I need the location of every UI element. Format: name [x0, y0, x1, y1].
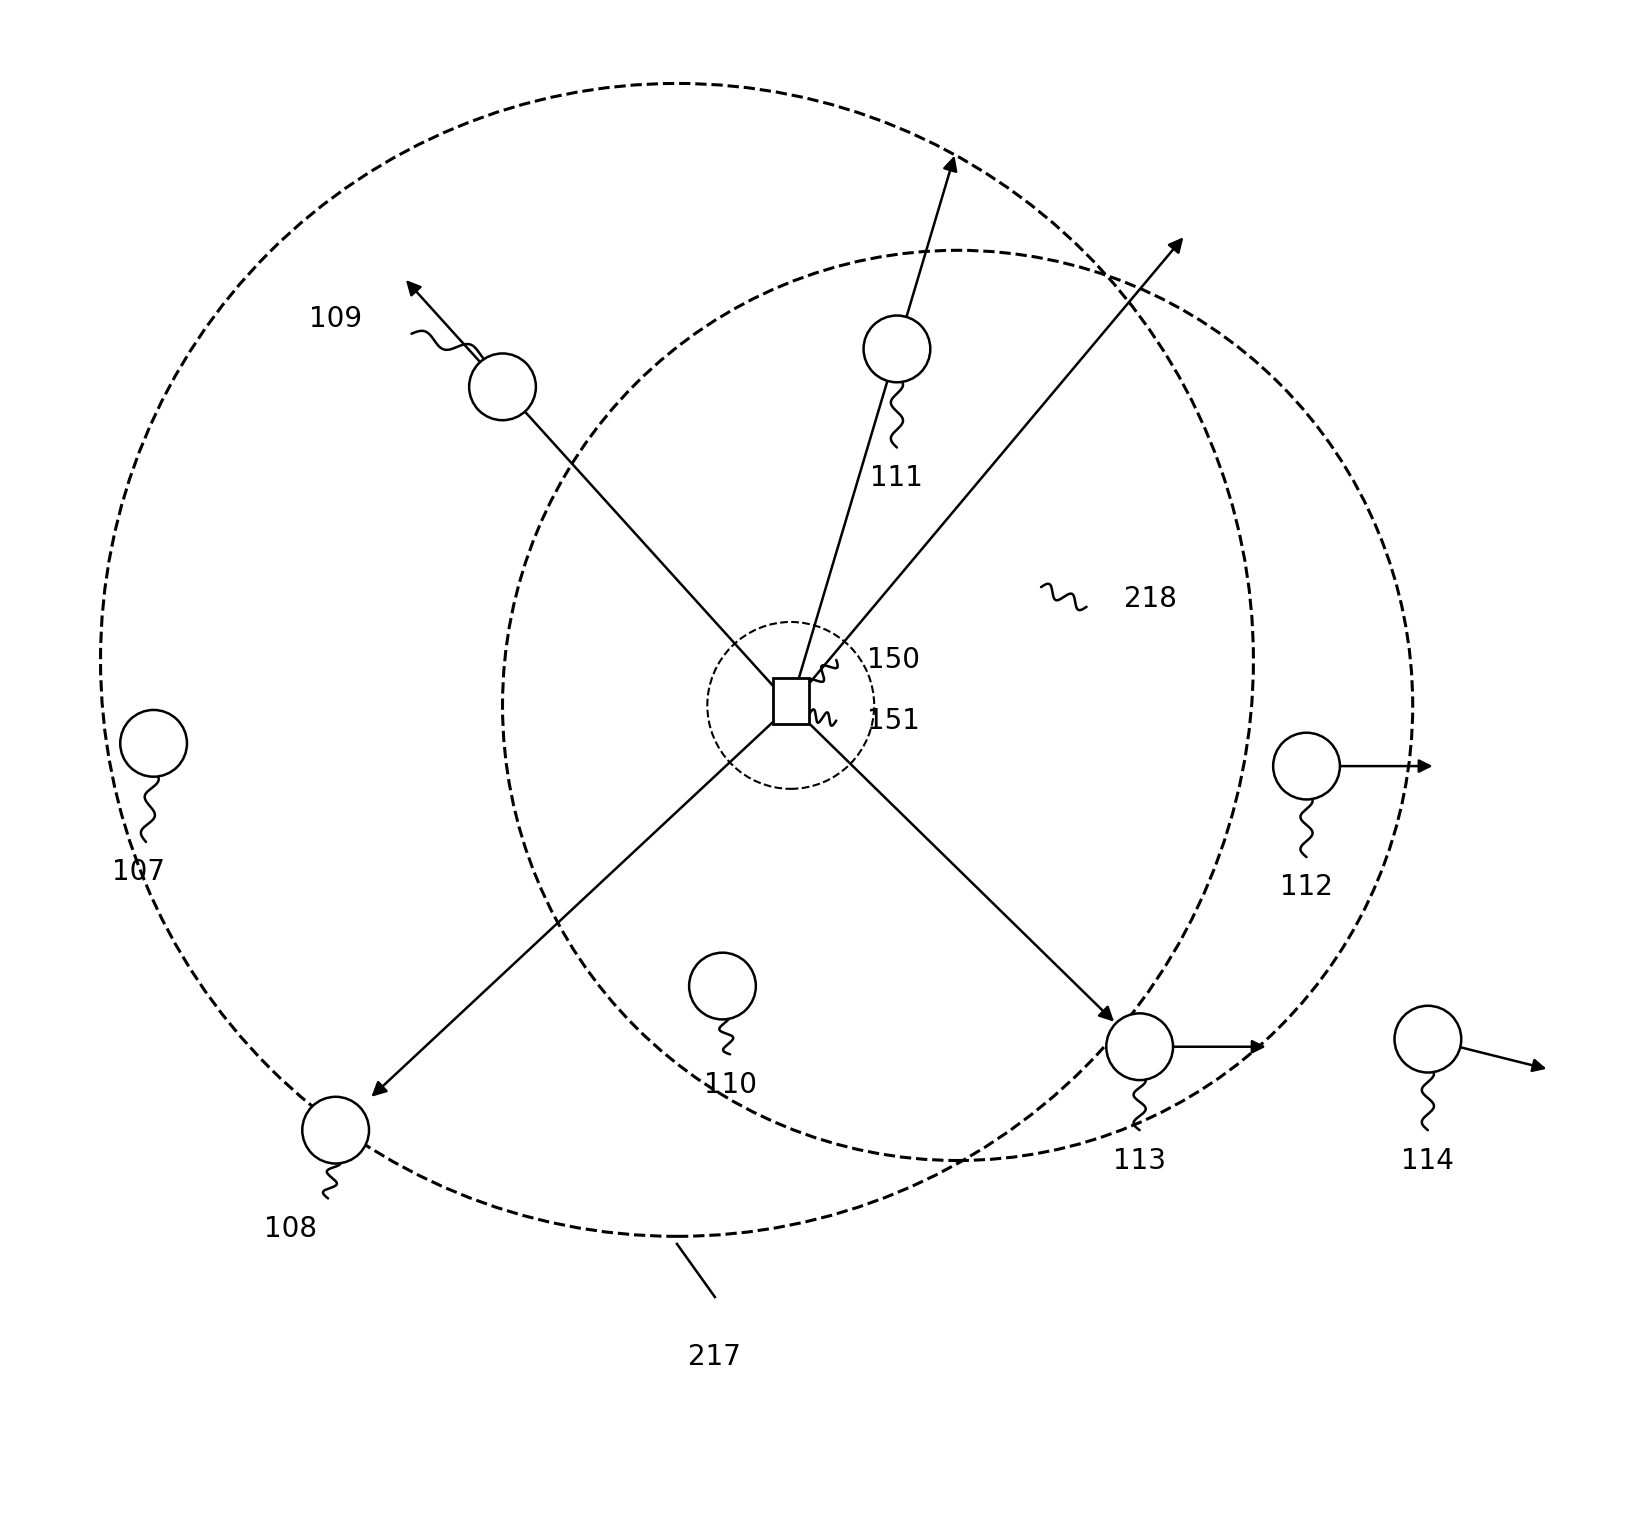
Circle shape — [690, 953, 757, 1019]
Text: 218: 218 — [1124, 586, 1178, 613]
Circle shape — [120, 710, 187, 777]
Bar — [773, 678, 809, 724]
Text: 107: 107 — [112, 859, 164, 886]
Text: 109: 109 — [309, 305, 363, 332]
Text: 111: 111 — [870, 464, 924, 492]
Circle shape — [1394, 1006, 1461, 1073]
Circle shape — [303, 1097, 369, 1164]
Text: 151: 151 — [867, 707, 919, 734]
Text: 217: 217 — [688, 1343, 742, 1370]
Circle shape — [864, 316, 931, 382]
Circle shape — [469, 353, 535, 420]
Circle shape — [1106, 1013, 1173, 1080]
Text: 114: 114 — [1401, 1147, 1455, 1174]
Text: 108: 108 — [264, 1215, 317, 1242]
Text: 150: 150 — [867, 646, 919, 674]
Circle shape — [1274, 733, 1341, 799]
Text: 112: 112 — [1280, 874, 1333, 901]
Text: 110: 110 — [703, 1071, 757, 1098]
Text: 113: 113 — [1113, 1147, 1167, 1174]
